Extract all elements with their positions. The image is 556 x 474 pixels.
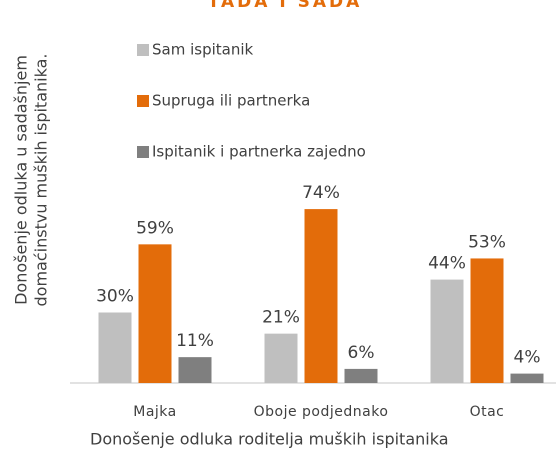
x-tick-label: Otac (470, 404, 505, 420)
data-label: 44% (428, 254, 466, 274)
x-axis-label: Donošenje odluka roditelja muških ispita… (90, 430, 449, 449)
bar (138, 244, 172, 383)
x-tick-label: Oboje podjednako (254, 404, 389, 420)
bar (470, 258, 504, 383)
legend-swatch (137, 44, 149, 56)
bar (510, 373, 544, 383)
data-label: 21% (262, 308, 300, 328)
data-label: 53% (468, 232, 506, 252)
data-label: 74% (302, 183, 340, 203)
bar (178, 357, 212, 383)
legend-swatch (137, 146, 149, 158)
x-tick-label: Majka (133, 404, 177, 420)
bar (264, 333, 298, 383)
y-axis-label: Donošenje odluka u sadašnjem (12, 55, 31, 305)
bar (344, 368, 378, 383)
legend-label: Supruga ili partnerka (152, 92, 310, 110)
bar (98, 312, 132, 383)
legend-swatch (137, 95, 149, 107)
data-label: 59% (136, 218, 174, 238)
legend-label: Ispitanik i partnerka zajedno (152, 143, 366, 161)
data-label: 4% (514, 348, 541, 368)
data-label: 6% (348, 343, 375, 363)
bar (430, 279, 464, 383)
data-label: 11% (176, 331, 214, 351)
chart-title: TADA I SADA (208, 0, 363, 12)
bar (304, 209, 338, 383)
data-label: 30% (96, 287, 134, 307)
y-axis-label: domaćinstvu muških ispitanika. (32, 54, 51, 307)
legend-label: Sam ispitanik (152, 41, 254, 59)
